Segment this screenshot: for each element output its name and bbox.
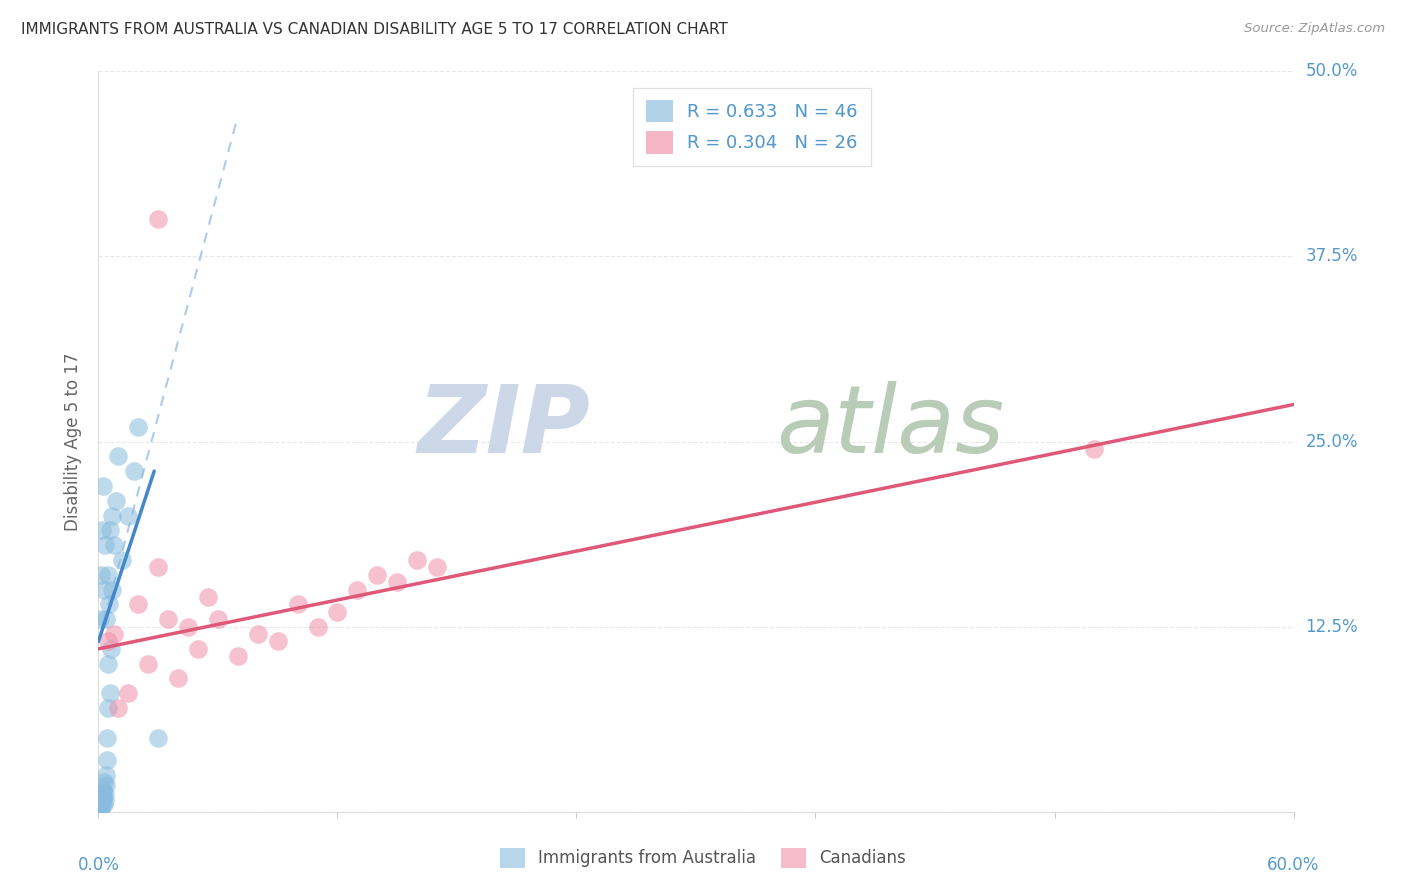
Point — [101, 582, 124, 597]
Point — [94, 538, 117, 552]
Point — [98, 598, 121, 612]
Point — [90, 787, 112, 801]
Point — [96, 731, 118, 745]
Text: ZIP: ZIP — [418, 381, 591, 473]
Text: 50.0%: 50.0% — [1306, 62, 1358, 80]
Point — [89, 612, 111, 626]
Text: 60.0%: 60.0% — [1267, 856, 1320, 874]
Point — [127, 419, 149, 434]
Point — [94, 787, 117, 801]
Point — [107, 450, 129, 464]
Point — [326, 605, 349, 619]
Point — [187, 641, 209, 656]
Point — [89, 793, 111, 807]
Point — [177, 619, 200, 633]
Legend: R = 0.633   N = 46, R = 0.304   N = 26: R = 0.633 N = 46, R = 0.304 N = 26 — [633, 87, 870, 166]
Point — [97, 701, 120, 715]
Point — [98, 524, 122, 538]
Point — [89, 800, 111, 814]
Point — [94, 793, 117, 807]
Point — [96, 753, 118, 767]
Point — [100, 641, 122, 656]
Legend: Immigrants from Australia, Canadians: Immigrants from Australia, Canadians — [494, 841, 912, 875]
Point — [93, 479, 115, 493]
Point — [103, 538, 125, 552]
Text: Source: ZipAtlas.com: Source: ZipAtlas.com — [1244, 22, 1385, 36]
Point — [97, 567, 120, 582]
Point — [91, 791, 114, 805]
Point — [426, 560, 449, 574]
Point — [406, 553, 429, 567]
Point — [207, 612, 229, 626]
Point — [157, 612, 180, 626]
Point — [94, 778, 117, 792]
Point — [91, 798, 114, 813]
Point — [136, 657, 159, 671]
Point — [111, 553, 134, 567]
Text: 37.5%: 37.5% — [1306, 247, 1358, 266]
Point — [91, 793, 114, 807]
Point — [366, 567, 388, 582]
Point — [89, 797, 111, 812]
Y-axis label: Disability Age 5 to 17: Disability Age 5 to 17 — [65, 352, 83, 531]
Point — [385, 575, 409, 590]
Point — [103, 627, 125, 641]
Point — [98, 686, 122, 700]
Point — [93, 797, 115, 812]
Point — [246, 627, 269, 641]
Point — [93, 582, 115, 597]
Point — [107, 701, 129, 715]
Point — [226, 649, 249, 664]
Point — [287, 598, 309, 612]
Point — [90, 797, 112, 812]
Point — [127, 598, 149, 612]
Point — [91, 524, 114, 538]
Point — [267, 634, 290, 648]
Point — [1083, 442, 1105, 456]
Point — [96, 767, 118, 781]
Point — [148, 560, 170, 574]
Point — [307, 619, 329, 633]
Text: 0.0%: 0.0% — [77, 856, 120, 874]
Point — [148, 731, 170, 745]
Point — [96, 612, 118, 626]
Point — [197, 590, 219, 604]
Text: atlas: atlas — [776, 381, 1004, 472]
Point — [124, 464, 146, 478]
Point — [89, 800, 111, 814]
Text: 12.5%: 12.5% — [1306, 617, 1358, 636]
Point — [101, 508, 124, 523]
Point — [93, 775, 115, 789]
Point — [346, 582, 368, 597]
Point — [91, 796, 114, 810]
Point — [89, 802, 111, 816]
Point — [148, 212, 170, 227]
Point — [97, 634, 120, 648]
Point — [117, 508, 139, 523]
Point — [90, 789, 112, 804]
Text: 25.0%: 25.0% — [1306, 433, 1358, 450]
Point — [90, 567, 112, 582]
Point — [167, 672, 190, 686]
Point — [93, 782, 115, 797]
Point — [93, 787, 115, 801]
Text: IMMIGRANTS FROM AUSTRALIA VS CANADIAN DISABILITY AGE 5 TO 17 CORRELATION CHART: IMMIGRANTS FROM AUSTRALIA VS CANADIAN DI… — [21, 22, 728, 37]
Point — [105, 493, 128, 508]
Point — [97, 657, 120, 671]
Point — [117, 686, 139, 700]
